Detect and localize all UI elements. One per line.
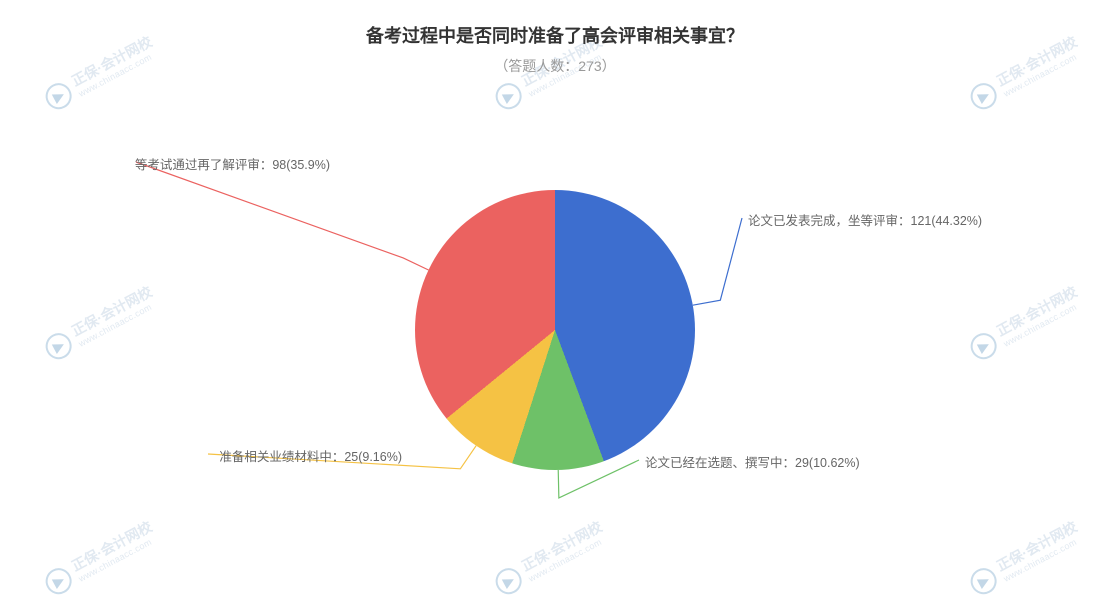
slice-label-after-exam: 等考试通过再了解评审：98(35.9%) (130, 154, 330, 173)
chart-title: 备考过程中是否同时准备了高会评审相关事宜？ (0, 22, 1110, 48)
leader-line (693, 218, 742, 305)
chart-area: 论文已发表完成，坐等评审：121(44.32%) 论文已经在选题、撰写中：29(… (0, 60, 1110, 600)
slice-label-writing: 论文已经在选题、撰写中：29(10.62%) (645, 452, 860, 471)
slice-label-materials: 准备相关业绩材料中：25(9.16%) (202, 446, 402, 465)
leader-line (136, 162, 429, 270)
pie-chart (415, 190, 695, 470)
slice-label-published: 论文已发表完成，坐等评审：121(44.32%) (748, 210, 982, 229)
